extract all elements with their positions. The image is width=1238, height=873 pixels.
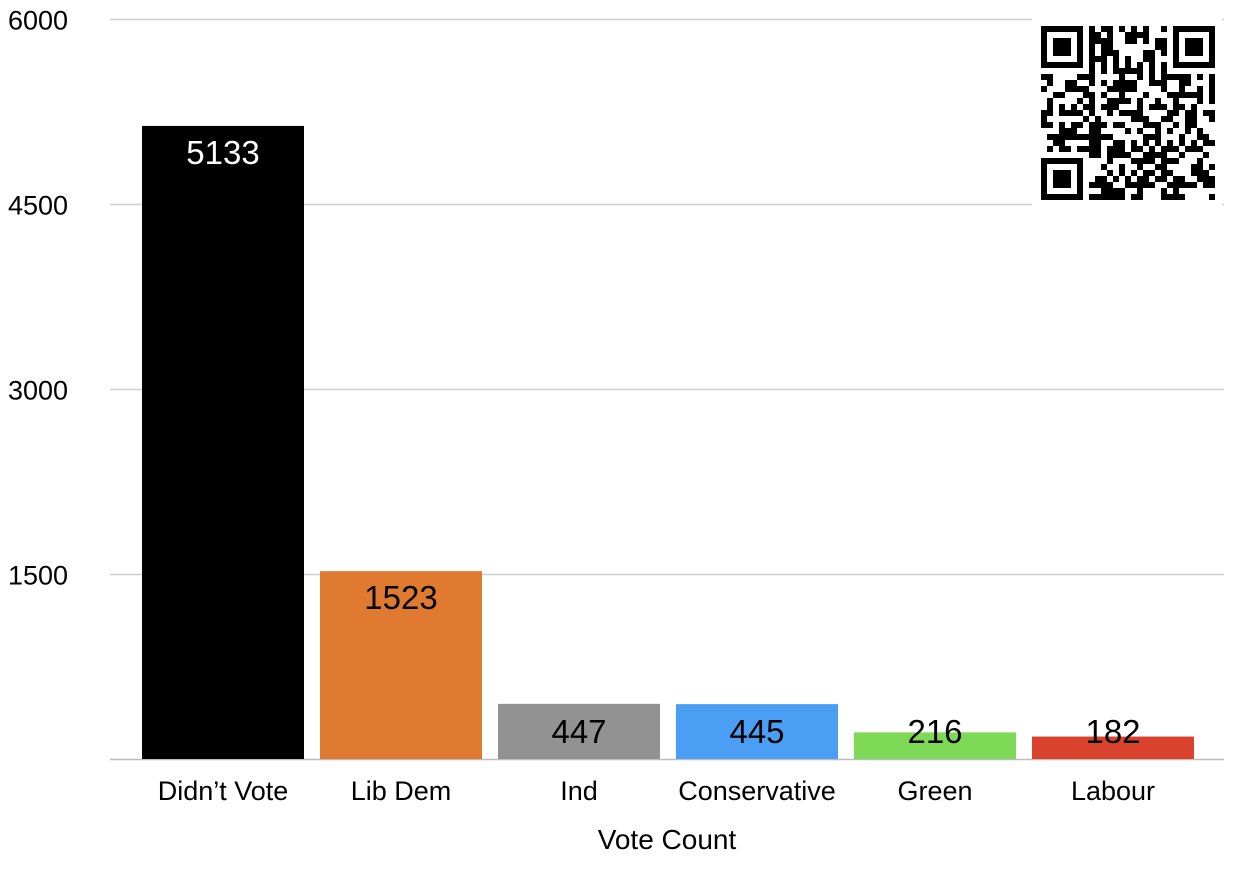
data-label: 1523	[364, 579, 437, 616]
y-tick-label: 3000	[8, 376, 68, 406]
x-tick-label: Conservative	[678, 776, 836, 806]
y-axis-ticks: 1500 3000 4500 6000	[8, 6, 68, 591]
data-label: 216	[907, 713, 962, 750]
bar	[142, 125, 304, 760]
qr-code-icon	[1032, 18, 1222, 208]
data-label: 445	[729, 713, 784, 750]
bar	[676, 704, 838, 759]
bar	[854, 732, 1016, 759]
data-label: 182	[1085, 713, 1140, 750]
bar	[498, 703, 660, 759]
bar	[1032, 736, 1194, 759]
x-axis-title: Vote Count	[598, 824, 737, 855]
y-tick-label: 1500	[8, 561, 68, 591]
x-tick-label: Labour	[1071, 776, 1155, 806]
data-label: 447	[551, 713, 606, 750]
x-tick-label: Didn’t Vote	[158, 776, 289, 806]
x-tick-label: Green	[897, 776, 972, 806]
bars: 5133 1523 447 445 216 182	[142, 125, 1194, 760]
data-label: 5133	[186, 134, 259, 171]
y-tick-label: 4500	[8, 191, 68, 221]
qr-modules	[1041, 26, 1215, 200]
y-tick-label: 6000	[8, 6, 68, 36]
x-tick-label: Lib Dem	[351, 776, 452, 806]
x-tick-label: Ind	[560, 776, 598, 806]
bar	[320, 571, 482, 759]
x-axis-ticks: Didn’t Vote Lib Dem Ind Conservative Green La…	[158, 776, 1155, 806]
